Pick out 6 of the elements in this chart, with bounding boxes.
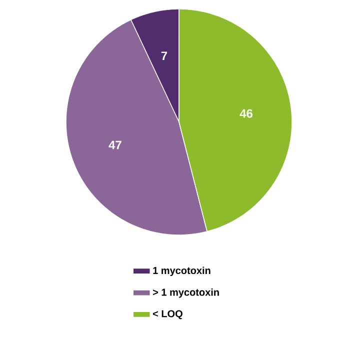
data-label: 47 xyxy=(108,140,122,150)
legend-label: > 1 mycotoxin xyxy=(153,288,219,298)
legend-label: 1 mycotoxin xyxy=(153,266,210,276)
data-label: 7 xyxy=(161,52,168,60)
data-label: 46 xyxy=(240,109,253,118)
legend-label: < LOQ xyxy=(153,310,182,320)
